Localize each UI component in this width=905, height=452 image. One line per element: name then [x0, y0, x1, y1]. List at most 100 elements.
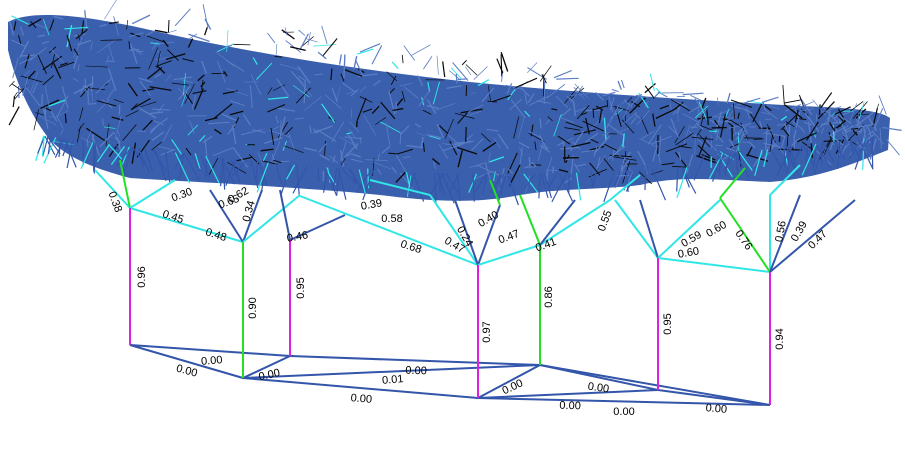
canopy-branch [651, 170, 663, 175]
canopy-fringe-branch [256, 162, 269, 193]
branch-edge [429, 194, 479, 266]
canopy-branch [73, 48, 79, 56]
canopy-branch [575, 106, 589, 113]
canopy-branch [631, 101, 641, 108]
canopy-branch [682, 92, 704, 96]
canopy-branch [160, 148, 176, 156]
canopy-branch [530, 124, 534, 137]
base-edge [242, 377, 479, 399]
canopy-branch [871, 130, 885, 145]
base-label: 0.00 [258, 367, 281, 383]
canopy-branch [573, 86, 585, 100]
canopy-branch [603, 143, 617, 151]
canopy-branch [539, 145, 551, 153]
canopy-branch [743, 137, 762, 139]
canopy-branch [850, 127, 859, 130]
canopy-branch [91, 86, 93, 102]
canopy-branch [19, 40, 30, 59]
canopy-branch [395, 171, 407, 183]
junction-label: 0.56 [773, 220, 789, 243]
canopy-fringe-branch [544, 173, 552, 199]
canopy-branch [232, 43, 251, 46]
canopy-branch [602, 132, 610, 136]
canopy-branch [737, 112, 740, 119]
canopy-branch [615, 108, 623, 116]
canopy-branch [799, 108, 814, 112]
canopy-branch [828, 107, 831, 123]
canopy-branch [202, 135, 213, 144]
canopy-branch [227, 123, 237, 135]
canopy-branch [299, 33, 309, 51]
canopy-branch [590, 119, 600, 131]
canopy-branch [41, 94, 43, 107]
canopy-branch [651, 135, 672, 145]
canopy-branch [187, 38, 194, 48]
canopy-branch [111, 116, 124, 121]
canopy-branch [389, 87, 395, 94]
canopy-branch [565, 154, 570, 164]
canopy-branch [243, 114, 252, 126]
canopy-fringe-branch [437, 172, 446, 197]
canopy-branch [294, 117, 304, 120]
canopy-branch [675, 132, 694, 146]
canopy-branch [17, 35, 22, 46]
canopy-branch [251, 129, 266, 134]
canopy-branch [610, 97, 615, 110]
canopy-branch [226, 29, 229, 52]
canopy-branch [12, 57, 19, 79]
canopy-branch [139, 80, 152, 96]
canopy-branch [452, 62, 469, 81]
canopy-branch [784, 104, 803, 119]
canopy-branch [557, 135, 571, 145]
canopy-branch [649, 73, 655, 91]
canopy-branch [379, 121, 401, 134]
canopy-fringe-branch [63, 138, 77, 168]
canopy-branch [125, 110, 139, 117]
pillar-label: 0.86 [543, 286, 555, 307]
canopy-branch [113, 99, 124, 104]
canopy-branch [819, 120, 829, 128]
canopy-branch [505, 84, 524, 90]
canopy-branch [496, 58, 504, 74]
canopy-fringe-branch [590, 172, 593, 188]
canopy-branch [593, 135, 611, 155]
canopy-branch [426, 133, 442, 139]
canopy-branch [99, 24, 108, 27]
canopy-branch [717, 97, 719, 106]
canopy-branch [105, 55, 110, 64]
canopy-branch [565, 121, 583, 129]
canopy-branch [128, 41, 131, 51]
canopy-fringe-branch [441, 172, 455, 204]
canopy-branch [273, 125, 280, 130]
canopy-branch [805, 121, 819, 141]
base-edge [477, 364, 541, 399]
canopy-branch [682, 113, 700, 123]
canopy-fringe-branch [763, 149, 769, 168]
canopy-fringe-branch [776, 146, 792, 177]
canopy-branch [185, 147, 192, 156]
canopy-fringe-branch [337, 168, 347, 200]
canopy-fringe-branch [625, 169, 636, 192]
canopy-branch [638, 138, 658, 148]
canopy-branch [127, 82, 138, 97]
canopy-branch [696, 155, 720, 165]
canopy-branch [710, 134, 713, 149]
canopy-branch [623, 103, 631, 118]
canopy-branch [741, 124, 748, 133]
base-edge [477, 389, 659, 399]
canopy-branch [198, 135, 206, 142]
canopy-branch [96, 99, 110, 113]
canopy-fringe-branch [676, 167, 679, 192]
canopy-branch [850, 101, 864, 112]
canopy-branch [241, 129, 262, 136]
canopy-branch [652, 145, 658, 162]
pillar-label: 0.97 [481, 321, 493, 342]
canopy-branch [471, 138, 484, 151]
canopy-branch [140, 101, 157, 108]
canopy-branch [810, 143, 813, 159]
canopy-fringe-branch [434, 172, 437, 204]
canopy-branch [852, 129, 858, 136]
canopy-branch [555, 95, 569, 108]
canopy-branch [709, 119, 719, 127]
canopy-branch [34, 23, 48, 30]
